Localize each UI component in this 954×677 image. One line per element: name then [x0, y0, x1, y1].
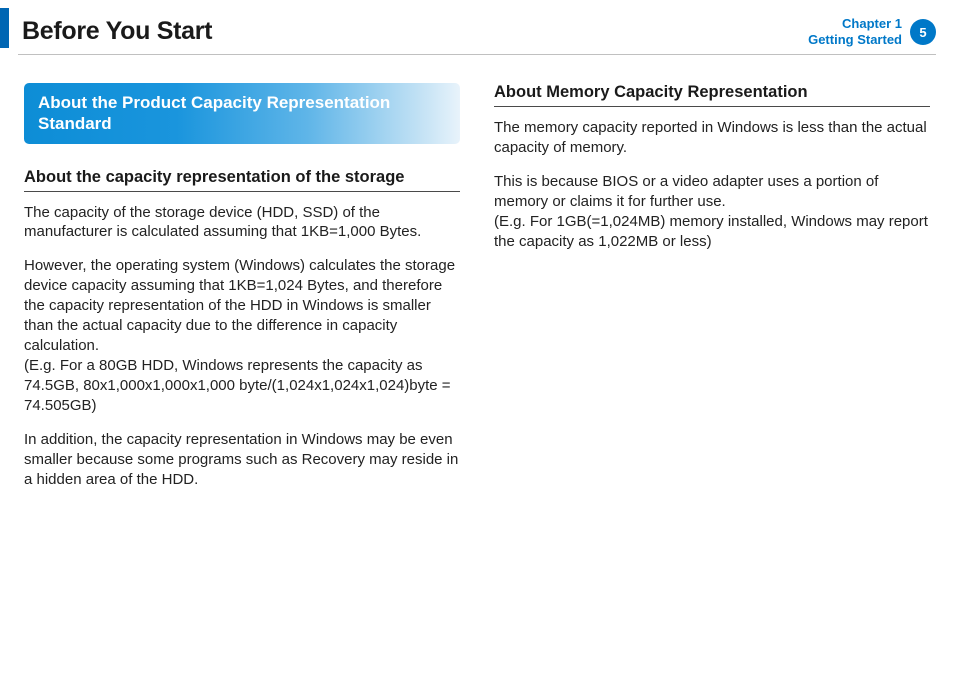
chapter-label-block: Chapter 1 Getting Started	[808, 16, 902, 49]
page-header: Before You Start Chapter 1 Getting Start…	[0, 0, 954, 54]
chapter-info: Chapter 1 Getting Started 5	[808, 10, 936, 49]
memory-subheading: About Memory Capacity Representation	[494, 83, 930, 107]
page-number: 5	[919, 25, 926, 40]
left-column: About the Product Capacity Representatio…	[24, 83, 460, 490]
storage-para-1: The capacity of the storage device (HDD,…	[24, 203, 460, 243]
section-callout: About the Product Capacity Representatio…	[24, 83, 460, 144]
right-column: About Memory Capacity Representation The…	[494, 83, 930, 490]
memory-para-2: This is because BIOS or a video adapter …	[494, 172, 930, 252]
chapter-subtitle: Getting Started	[808, 32, 902, 48]
page-number-badge: 5	[910, 19, 936, 45]
storage-para-3: In addition, the capacity representation…	[24, 430, 460, 490]
storage-para-2: However, the operating system (Windows) …	[24, 256, 460, 416]
storage-subheading: About the capacity representation of the…	[24, 168, 460, 192]
memory-para-1: The memory capacity reported in Windows …	[494, 118, 930, 158]
content-area: About the Product Capacity Representatio…	[0, 55, 954, 490]
header-accent-bar	[0, 8, 9, 48]
page-title: Before You Start	[22, 10, 212, 46]
chapter-label: Chapter 1	[808, 16, 902, 32]
